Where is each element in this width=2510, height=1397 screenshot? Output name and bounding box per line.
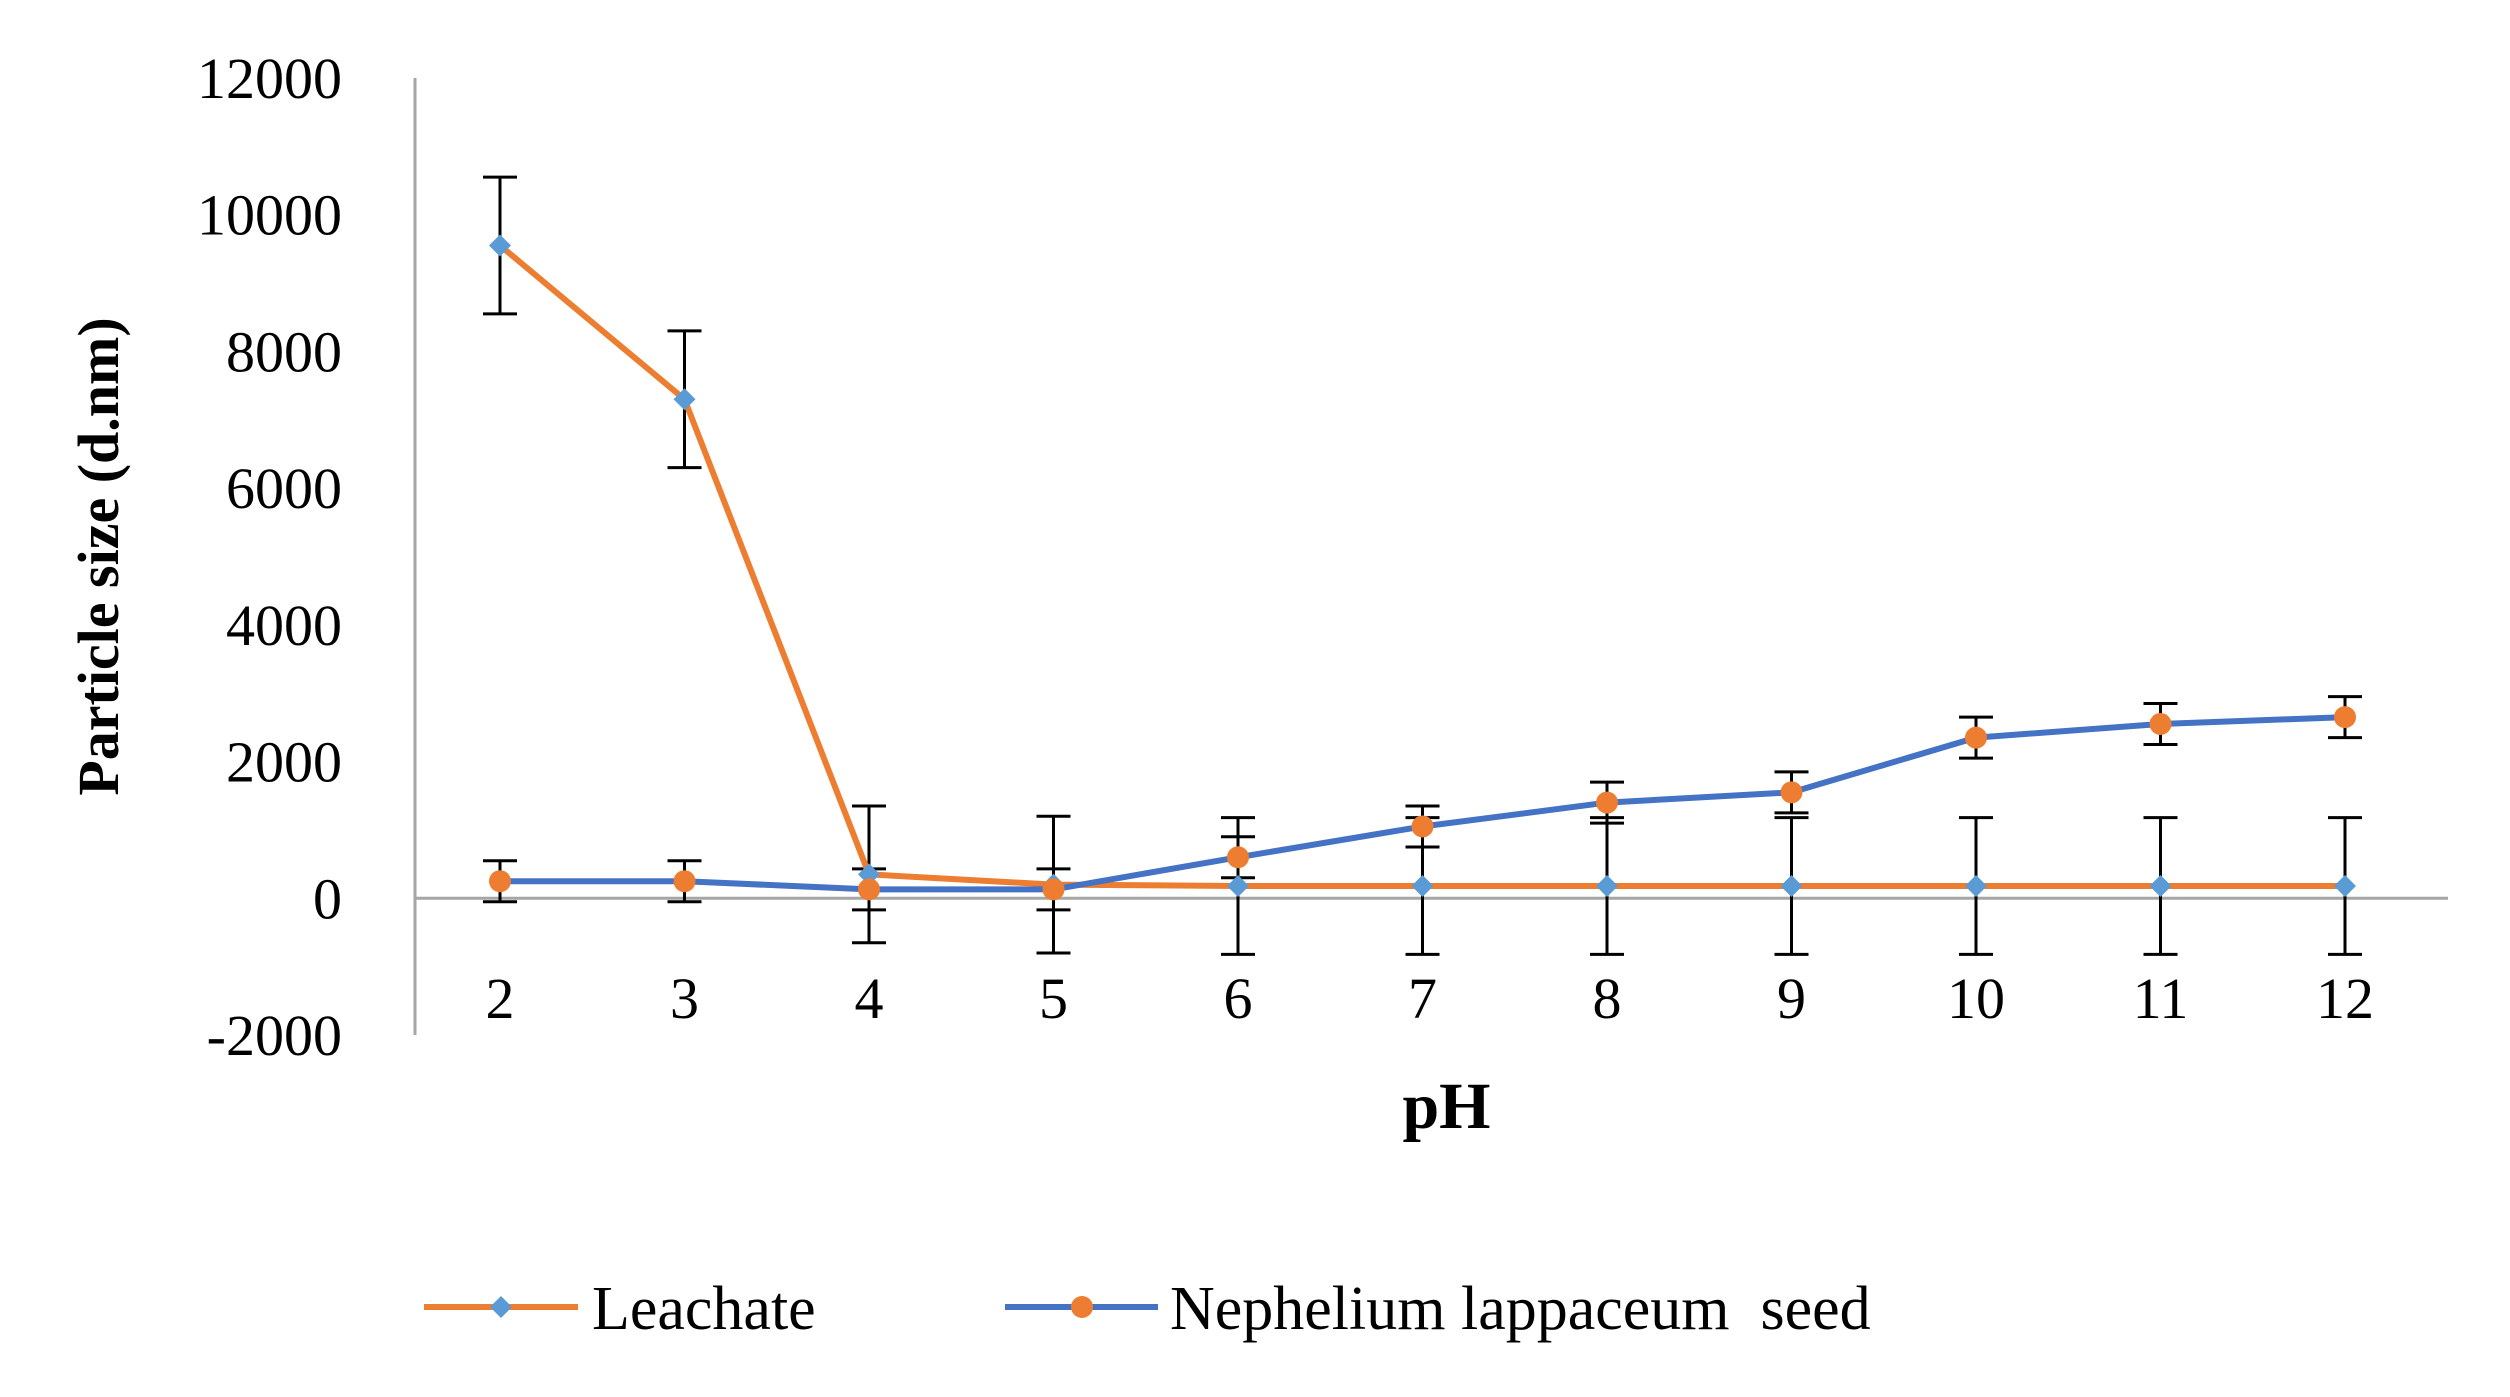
y-tick-label: 4000 (226, 593, 342, 658)
x-tick-label: 12 (2316, 966, 2374, 1031)
data-point-leachate (673, 388, 696, 411)
legend-marker-leachate (490, 1296, 512, 1318)
data-point-leachate (1596, 874, 1618, 897)
series-lines (498, 243, 2346, 893)
x-tick-label: 2 (486, 966, 515, 1031)
data-point-leachate (2149, 874, 2172, 897)
data-point-nephelium-lappaceum-seed (1596, 791, 1618, 814)
x-tick-label: 3 (670, 966, 699, 1031)
data-point-leachate (489, 234, 511, 257)
x-tick-labels: 2 3 4 5 6 7 8 9 10 11 12 (486, 966, 2375, 1031)
y-axis-title: Particle size (d.nm) (66, 317, 131, 795)
data-point-nephelium-lappaceum-seed (673, 870, 696, 893)
data-point-leachate (1780, 874, 1803, 897)
x-tick-label: 8 (1593, 966, 1622, 1031)
error-bars (483, 175, 2362, 956)
data-point-nephelium-lappaceum-seed (2334, 706, 2356, 729)
data-point-nephelium-lappaceum-seed (489, 870, 511, 893)
y-tick-label: 8000 (226, 319, 342, 384)
x-tick-label: 6 (1224, 966, 1253, 1031)
data-point-nephelium-lappaceum-seed (858, 878, 880, 901)
data-point-leachate (1965, 874, 1987, 897)
y-tick-label: -2000 (207, 1003, 342, 1068)
x-tick-label: 10 (1947, 966, 2005, 1031)
data-point-nephelium-lappaceum-seed (2149, 712, 2172, 735)
data-point-leachate (2334, 874, 2356, 897)
x-tick-label: 5 (1039, 966, 1068, 1031)
data-point-nephelium-lappaceum-seed (1227, 846, 1249, 869)
x-tick-label: 7 (1408, 966, 1437, 1031)
data-point-leachate (1227, 874, 1249, 897)
y-tick-label: 12000 (197, 46, 342, 111)
data-point-leachate (1411, 874, 1434, 897)
y-tick-label: 2000 (226, 730, 342, 795)
legend: Leachate Nephelium lappaceum seed (424, 1275, 1871, 1343)
y-tick-labels: -2000 0 2000 4000 6000 8000 10000 12000 (197, 46, 342, 1068)
x-tick-label: 4 (855, 966, 884, 1031)
data-point-nephelium-lappaceum-seed (1042, 878, 1065, 901)
legend-marker-nephelium (1071, 1296, 1093, 1318)
x-axis-title: pH (1402, 1070, 1490, 1143)
x-tick-label: 9 (1777, 966, 1806, 1031)
y-tick-label: 6000 (226, 456, 342, 521)
data-point-nephelium-lappaceum-seed (1411, 815, 1434, 838)
data-point-nephelium-lappaceum-seed (1780, 781, 1803, 804)
series-markers (489, 234, 2356, 901)
data-point-nephelium-lappaceum-seed (1965, 726, 1987, 749)
data-point-leachate (858, 863, 880, 886)
series-line-leachate (498, 243, 2345, 889)
y-tick-label: 10000 (197, 183, 342, 248)
y-tick-label: 0 (313, 866, 342, 931)
x-tick-label: 11 (2133, 966, 2189, 1031)
legend-label-nephelium: Nephelium lappaceum seed (1170, 1275, 1871, 1343)
legend-label-leachate: Leachate (592, 1275, 816, 1343)
